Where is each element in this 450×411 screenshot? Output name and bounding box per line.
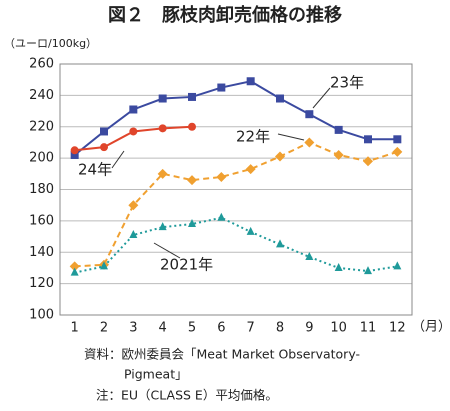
marker [129,229,138,238]
marker [69,261,80,272]
x-tick-label: 2 [100,321,108,336]
marker [129,105,138,114]
y-tick-label: 100 [29,308,54,323]
marker [70,146,79,155]
marker [364,135,372,144]
marker [393,135,402,144]
marker [158,222,167,231]
x-tick-label: 5 [188,321,196,336]
series-line [74,80,398,156]
y-tick-label: 180 [29,182,54,197]
y-tick-label: 160 [29,213,54,228]
series-label: 23年 [330,74,364,92]
marker [187,175,197,186]
leader-line [312,87,331,109]
marker [128,200,139,211]
x-tick-label: 3 [129,321,137,336]
series-label: 22年 [236,128,270,146]
marker [276,94,284,103]
marker [246,226,255,235]
marker [100,143,108,152]
marker [100,261,108,270]
marker [275,151,285,162]
series-label: 24年 [78,161,112,179]
marker [246,77,255,86]
plot-frame [59,63,413,316]
marker [245,164,256,175]
marker [70,150,79,159]
marker [276,239,284,248]
marker [188,92,196,101]
marker [157,168,168,179]
y-tick-label: 220 [29,119,54,134]
marker [334,262,343,271]
marker [188,219,196,228]
y-tick-label: 240 [29,88,54,103]
leader-line [153,242,181,259]
y-tick-label: 260 [29,57,54,72]
series-label: 2021年 [160,256,213,274]
marker [217,212,226,221]
x-tick-label: 8 [276,321,284,336]
series-line [74,216,398,274]
marker [334,125,343,134]
y-tick-label: 200 [29,151,54,166]
x-tick-label: 7 [247,321,255,336]
x-tick-label: 11 [360,321,377,336]
marker [100,127,108,136]
series-line [74,141,398,268]
x-axis-label: （月） [412,320,450,335]
leader-line [111,150,125,169]
y-tick-label: 120 [29,276,54,291]
chart-title: 図２ 豚枝肉卸売価格の推移 [108,4,342,26]
marker [70,267,79,276]
marker [364,266,372,275]
marker [363,156,373,167]
marker [216,171,227,182]
marker [129,127,138,136]
note: Pigmeat」 [124,367,188,382]
marker [333,149,344,160]
marker [188,122,196,131]
y-axis-label: （ユーロ/100kg） [4,37,97,50]
marker [304,137,315,148]
marker [393,261,402,270]
marker [305,251,314,260]
x-tick-label: 4 [159,321,167,336]
leader-line [277,133,305,141]
x-tick-label: 6 [217,321,225,336]
marker [305,110,314,119]
x-tick-label: 10 [330,321,347,336]
marker [158,124,167,133]
y-tick-label: 140 [29,245,54,260]
x-tick-label: 9 [305,321,313,336]
x-tick-label: 1 [71,321,79,336]
marker [217,83,226,92]
marker [392,146,403,157]
x-tick-label: 12 [389,321,406,336]
note: 資料：欧州委員会「Meat Market Observatory- [84,347,360,362]
marker [158,94,167,103]
note: 注：EU（CLASS E）平均価格。 [96,388,278,403]
